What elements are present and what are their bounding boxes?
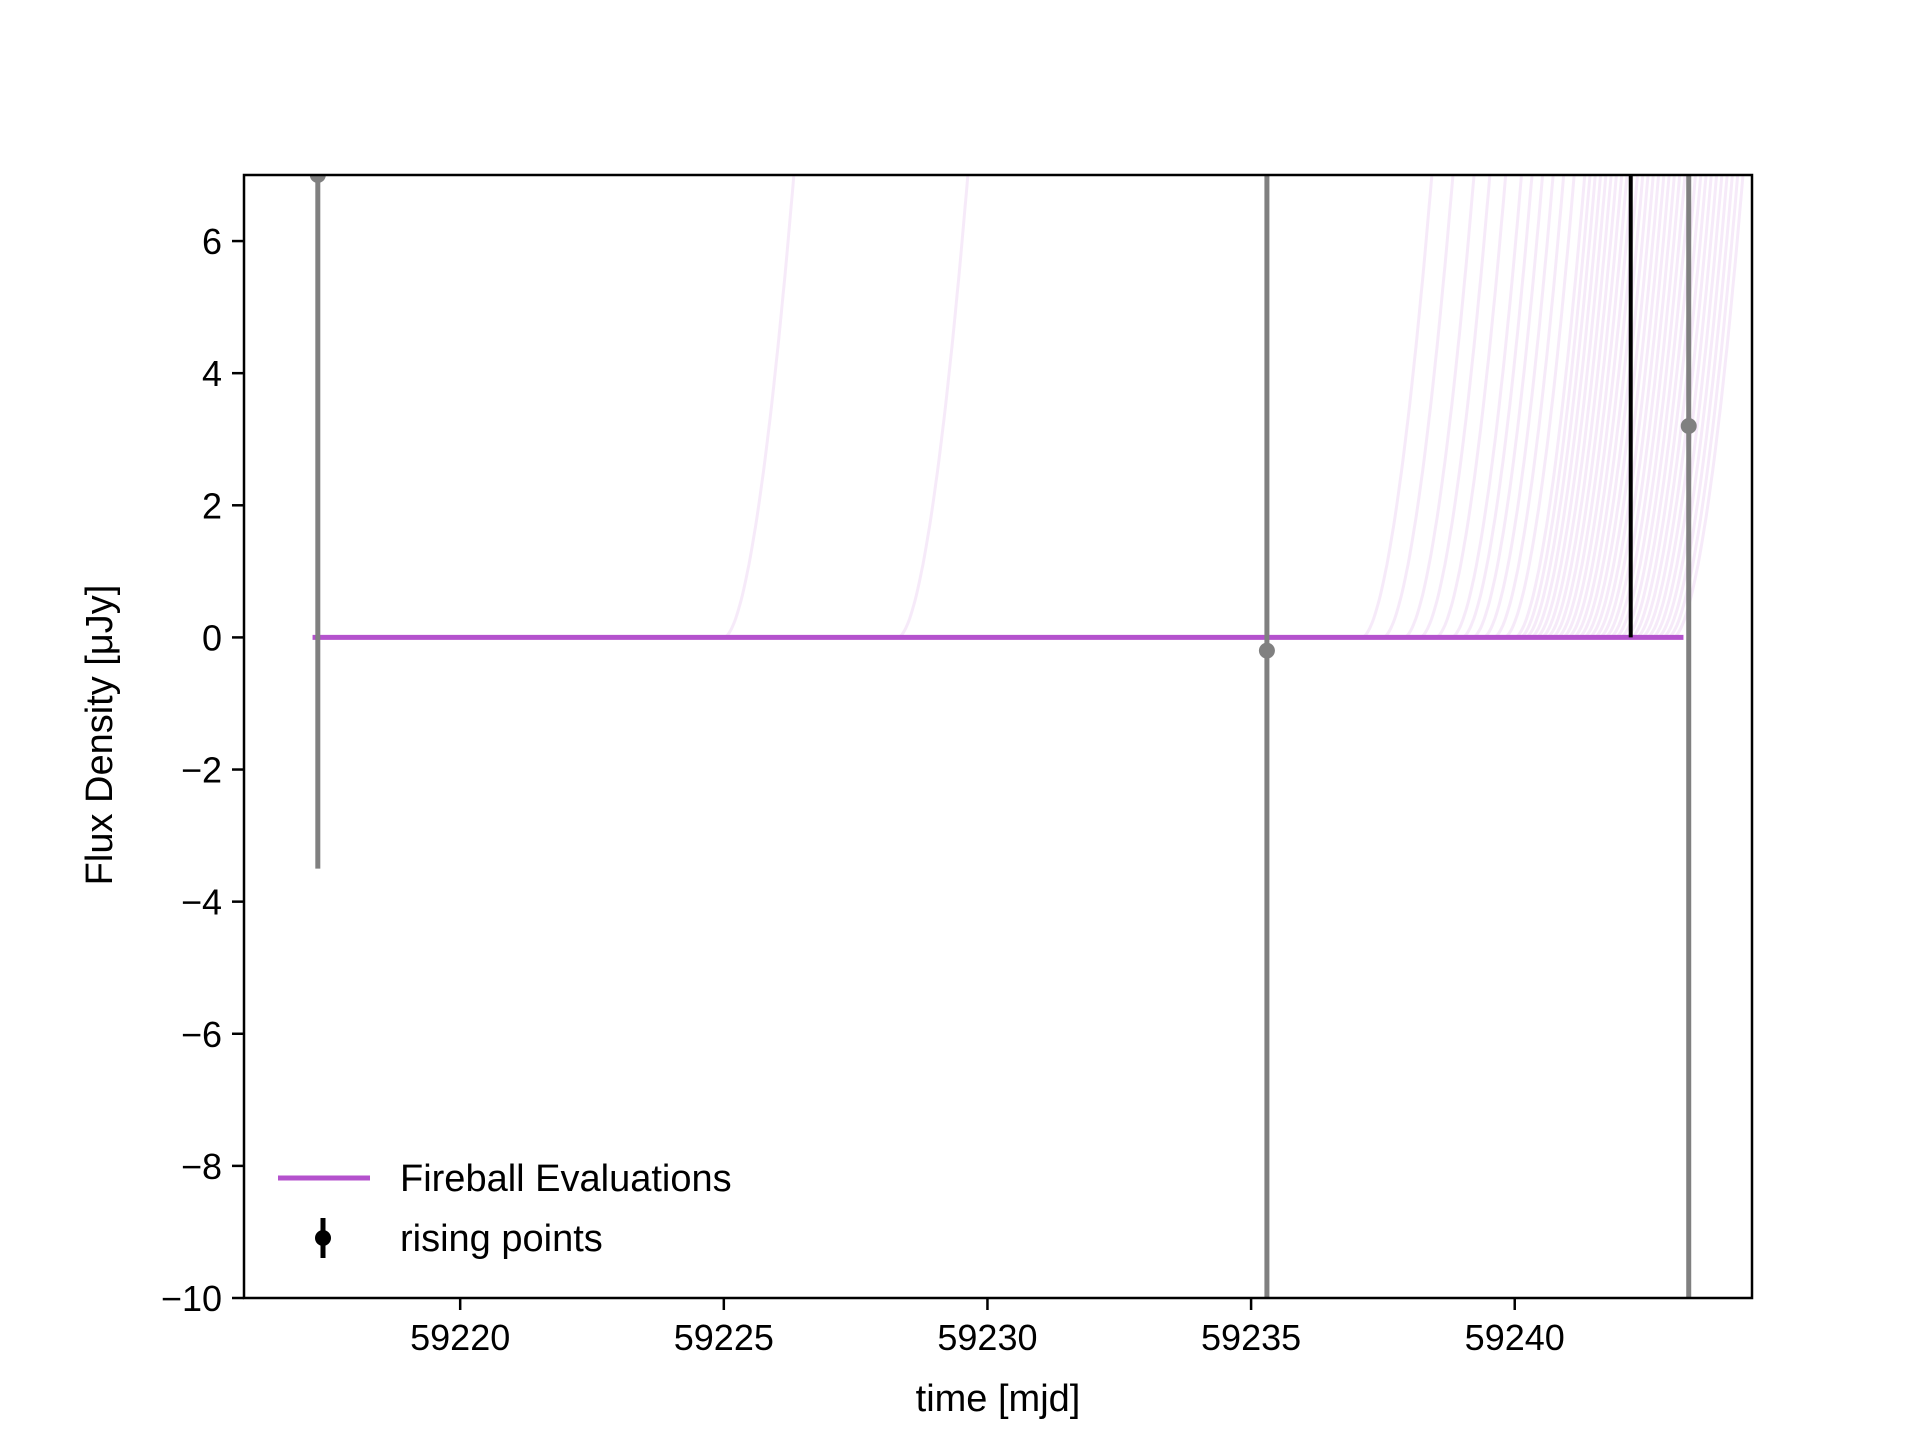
- fireball-curve: [1588, 175, 1661, 639]
- y-tick-label: −6: [181, 1014, 222, 1055]
- fireball-curve: [723, 175, 796, 639]
- rising-points: [309, 175, 1697, 1298]
- fireball-curve: [1435, 175, 1508, 639]
- fireball-curve: [1461, 175, 1534, 639]
- plot-area: [309, 175, 1745, 1298]
- fireball-curve: [1403, 175, 1476, 639]
- fireball-curve: [1551, 175, 1624, 639]
- y-tick-label: 0: [202, 617, 222, 658]
- y-axis-ticks: −10 −8 −6 −4 −2 0 2 4 6: [161, 221, 244, 1319]
- data-point: [1258, 642, 1275, 659]
- fireball-curve: [1561, 175, 1634, 639]
- fireball-curve: [1519, 175, 1592, 639]
- fireball-curve: [897, 175, 970, 639]
- fireball-curves: [723, 175, 1745, 639]
- x-tick-label: 59235: [1201, 1317, 1301, 1358]
- fireball-curve: [1577, 175, 1650, 639]
- fireball-curve: [1640, 175, 1713, 639]
- y-tick-label: −10: [161, 1278, 222, 1319]
- fireball-curve: [1572, 175, 1645, 639]
- data-point: [1680, 418, 1697, 435]
- x-tick-label: 59225: [674, 1317, 774, 1358]
- fireball-curve: [1514, 175, 1587, 639]
- fireball-curve: [1609, 175, 1682, 639]
- fireball-curve: [1493, 175, 1566, 639]
- y-tick-label: 4: [202, 353, 222, 394]
- fireball-curve: [1630, 175, 1703, 639]
- fireball-curve: [1419, 175, 1492, 639]
- fireball-curve: [1451, 175, 1523, 639]
- fireball-curve: [1472, 175, 1545, 639]
- fireball-curve: [1667, 175, 1740, 639]
- legend: Fireball Evaluations rising points: [278, 1158, 732, 1260]
- fireball-curve: [1598, 175, 1671, 639]
- legend-fireball-label: Fireball Evaluations: [400, 1158, 732, 1200]
- fireball-curve: [1672, 175, 1745, 639]
- x-tick-label: 59230: [937, 1317, 1037, 1358]
- fireball-curve: [1582, 175, 1655, 639]
- fireball-curve: [1482, 175, 1555, 639]
- fireball-curve: [1545, 175, 1618, 639]
- fireball-curve: [1540, 175, 1613, 639]
- y-tick-label: −4: [181, 882, 222, 923]
- x-axis-ticks: 59220 59225 59230 59235 59240: [410, 1298, 1565, 1358]
- data-point: [309, 175, 326, 183]
- fireball-curve: [1635, 175, 1708, 639]
- fireball-curve: [1503, 175, 1576, 639]
- y-tick-label: 2: [202, 485, 222, 526]
- legend-points-marker: [315, 1230, 331, 1246]
- y-axis-label: Flux Density [μJy]: [79, 585, 121, 886]
- plot-frame: [242, 173, 1754, 1300]
- fireball-curve: [1530, 175, 1603, 639]
- x-tick-label: 59220: [410, 1317, 510, 1358]
- fireball-curve: [1361, 175, 1434, 639]
- fireball-curve: [1603, 175, 1676, 639]
- fireball-curve: [1524, 175, 1597, 639]
- fireball-curve: [1656, 175, 1729, 639]
- fireball-curve: [1661, 175, 1734, 639]
- fireball-curve: [1619, 175, 1692, 639]
- x-axis-label: time [mjd]: [916, 1378, 1081, 1420]
- fireball-curve: [1614, 175, 1687, 639]
- legend-points-label: rising points: [400, 1218, 603, 1260]
- y-tick-label: −8: [181, 1146, 222, 1187]
- fireball-curve: [1646, 175, 1719, 639]
- y-tick-label: 6: [202, 221, 222, 262]
- fireball-curve: [1382, 175, 1455, 639]
- x-tick-label: 59240: [1465, 1317, 1565, 1358]
- fireball-curve: [1556, 175, 1629, 639]
- fireball-curve: [1535, 175, 1608, 639]
- y-tick-label: −2: [181, 750, 222, 791]
